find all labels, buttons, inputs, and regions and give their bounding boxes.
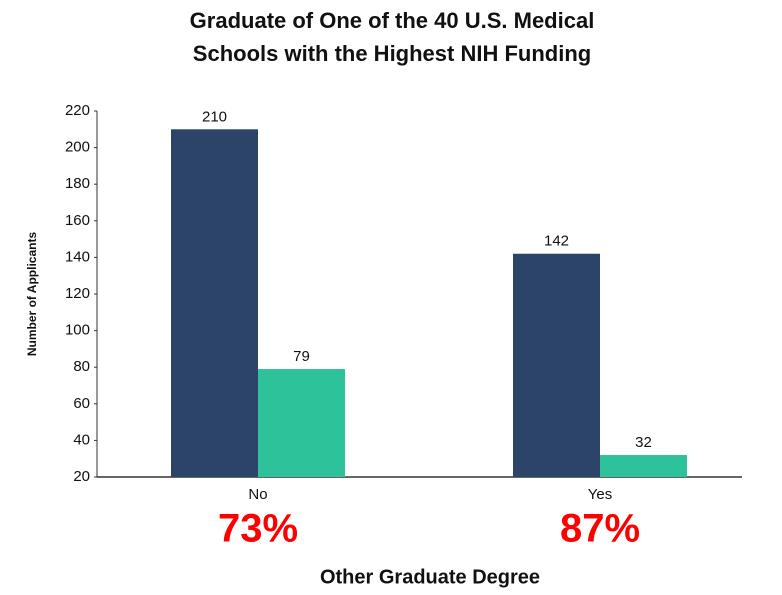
y-tick-label: 140 bbox=[65, 248, 90, 265]
bar bbox=[171, 129, 258, 478]
chart-title: Graduate of One of the 40 U.S. Medical bbox=[190, 8, 595, 33]
annotation: 73% bbox=[218, 507, 298, 551]
value-label: 142 bbox=[544, 233, 569, 250]
annotation: 87% bbox=[560, 507, 640, 551]
y-tick-label: 180 bbox=[65, 175, 90, 192]
y-tick-label: 40 bbox=[73, 431, 90, 448]
x-axis-label: Other Graduate Degree bbox=[320, 566, 540, 588]
value-label: 210 bbox=[202, 108, 227, 125]
x-tick-label: No bbox=[248, 486, 267, 503]
value-label: 32 bbox=[635, 434, 652, 451]
y-axis-label: Number of Applicants bbox=[25, 232, 39, 357]
y-tick-label: 60 bbox=[73, 395, 90, 412]
bar bbox=[258, 369, 345, 477]
y-tick-label: 20 bbox=[73, 468, 90, 485]
y-tick-label: 200 bbox=[65, 139, 90, 156]
chart-title: Schools with the Highest NIH Funding bbox=[193, 41, 591, 66]
bar bbox=[600, 455, 687, 477]
bar bbox=[513, 253, 600, 477]
x-tick-label: Yes bbox=[588, 486, 612, 503]
y-tick-label: 100 bbox=[65, 322, 90, 339]
y-tick-label: 220 bbox=[65, 102, 90, 119]
y-tick-label: 80 bbox=[73, 358, 90, 375]
y-tick-label: 120 bbox=[65, 285, 90, 302]
value-label: 79 bbox=[293, 348, 310, 365]
y-tick-label: 160 bbox=[65, 212, 90, 229]
